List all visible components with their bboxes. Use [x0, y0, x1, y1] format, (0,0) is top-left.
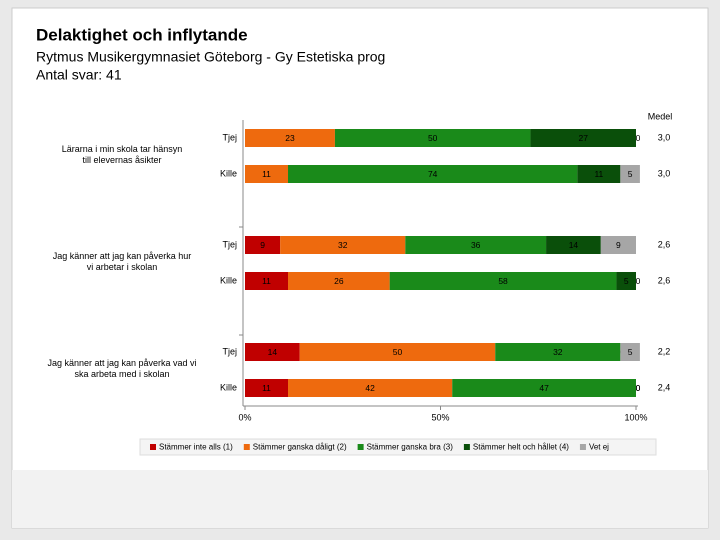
segment-label: 9 — [260, 240, 265, 250]
bar-segment — [280, 236, 406, 254]
segment-label: 11 — [262, 169, 271, 179]
group-label: Jag känner att jag kan påverka hur vi arb… — [53, 251, 192, 272]
bar-segment — [245, 379, 289, 397]
segment-label: 0 — [636, 276, 641, 286]
medel-value: 2,6 — [658, 275, 671, 285]
legend-label: Stämmer ganska dåligt (2) — [253, 443, 347, 452]
row-label: Kille — [220, 275, 237, 285]
x-tick-label: 50% — [431, 412, 449, 422]
medel-value: 2,6 — [658, 239, 671, 249]
segment-label: 5 — [628, 347, 633, 357]
segment-label: 32 — [553, 347, 563, 357]
bar-segment — [334, 129, 531, 147]
legend-swatch — [463, 444, 470, 450]
segment-label: 11 — [262, 276, 271, 286]
row-label: Tjej — [222, 346, 237, 356]
legend-swatch — [357, 444, 364, 450]
segment-label: 11 — [262, 383, 271, 393]
legend-label: Stämmer ganska bra (3) — [367, 443, 454, 452]
segment-label: 26 — [334, 276, 344, 286]
footer-band — [12, 470, 708, 528]
medel-value: 3,0 — [658, 168, 671, 178]
bar-segment — [245, 129, 335, 147]
segment-label: 23 — [285, 133, 295, 143]
segment-label: 14 — [268, 347, 278, 357]
legend-swatch — [579, 444, 586, 450]
segment-label: 74 — [428, 169, 438, 179]
medel-header: Medel — [648, 111, 673, 121]
segment-label: 0 — [636, 383, 641, 393]
bar-segment — [600, 236, 636, 254]
group-label: Jag känner att jag kan påverka vad vi ska… — [47, 358, 196, 379]
segment-label: 47 — [539, 383, 549, 393]
segment-label: 0 — [636, 133, 641, 143]
bar-segment — [245, 236, 281, 254]
legend-label: Vet ej — [589, 443, 609, 452]
bar-segment — [495, 343, 621, 361]
bar-segment — [452, 379, 636, 397]
bar-segment — [405, 236, 547, 254]
medel-value: 2,2 — [658, 346, 671, 356]
bar-segment — [288, 379, 453, 397]
legend-box — [139, 438, 657, 456]
row-label: Kille — [220, 382, 237, 392]
bar-segment — [530, 129, 636, 147]
row-label: Tjej — [222, 132, 237, 142]
x-tick-label: 100% — [624, 412, 647, 422]
bar-segment — [288, 165, 578, 183]
bar-segment — [288, 272, 390, 290]
bar-segment — [620, 343, 640, 361]
medel-value: 2,4 — [658, 382, 671, 392]
segment-label: 14 — [569, 240, 579, 250]
response-count: Antal svar: 41 — [36, 67, 122, 83]
legend-label: Stämmer inte alls (1) — [159, 443, 233, 452]
row-label: Tjej — [222, 239, 237, 249]
segment-label: 11 — [594, 169, 603, 179]
segment-label: 50 — [393, 347, 403, 357]
bar-segment — [245, 272, 289, 290]
bar-segment — [245, 343, 300, 361]
segment-label: 0 — [636, 383, 641, 393]
legend-swatch — [243, 444, 250, 450]
bar-segment — [616, 272, 636, 290]
segment-label: 32 — [338, 240, 348, 250]
bar-segment — [389, 272, 617, 290]
bar-segment — [546, 236, 601, 254]
segment-label: 50 — [428, 133, 438, 143]
segment-label: 5 — [628, 169, 633, 179]
group-label: Lärarna i min skola tar hänsyn till eleve… — [62, 144, 183, 165]
segment-label: 9 — [616, 240, 621, 250]
chart-subtitle: Rytmus Musikergymnasiet Göteborg - Gy Es… — [36, 49, 385, 65]
bar-segment — [577, 165, 621, 183]
bar-segment — [620, 165, 640, 183]
legend-swatch — [150, 444, 156, 450]
legend-label: Stämmer helt och hållet (4) — [473, 443, 569, 452]
bar-segment — [245, 165, 289, 183]
medel-value: 3,0 — [658, 132, 671, 142]
segment-label: 42 — [365, 383, 375, 393]
bar-segment — [299, 343, 496, 361]
chart-title: Delaktighet och inflytande — [36, 25, 248, 44]
segment-label: 36 — [471, 240, 481, 250]
row-label: Kille — [220, 168, 237, 178]
segment-label: 58 — [498, 276, 508, 286]
x-tick-label: 0% — [238, 412, 251, 422]
segment-label: 5 — [624, 276, 629, 286]
segment-label: 27 — [578, 133, 588, 143]
